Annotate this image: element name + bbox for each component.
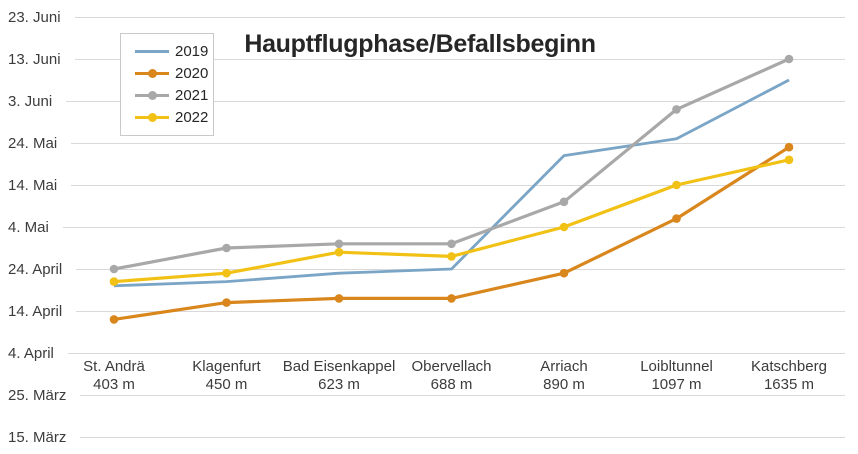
gridline (76, 310, 845, 312)
legend-item-2019: 2019 (135, 43, 213, 60)
gridline (71, 142, 845, 144)
y-tick-row: 25. März (8, 384, 845, 406)
x-category-st-andra: St. Andrä 403 m (54, 358, 174, 394)
station-name: St. Andrä (83, 358, 145, 375)
y-tick-label: 15. März (8, 428, 67, 446)
y-tick-label: 24. April (8, 260, 63, 278)
station-altitude: 890 m (543, 376, 585, 393)
gridline (74, 58, 845, 60)
series-marker-2021 (784, 54, 794, 64)
legend-marker-2022 (148, 113, 157, 122)
legend-line-sample-2021 (135, 91, 169, 100)
y-tick-row: 15. März (8, 426, 845, 448)
y-tick-row: 3. Juni (8, 90, 845, 112)
y-tick-label: 13. Juni (8, 50, 61, 68)
y-tick-label: 25. März (8, 386, 67, 404)
y-tick-row: 4. Mai (8, 216, 845, 238)
gridline (66, 100, 845, 102)
gridline (80, 394, 845, 396)
series-line-2021 (113, 57, 790, 271)
station-name: Klagenfurt (192, 358, 261, 375)
series-marker-2020 (672, 214, 681, 223)
station-altitude: 403 m (93, 376, 135, 393)
y-tick-row: 14. Mai (8, 174, 845, 196)
x-category-katschberg: Katschberg 1635 m (729, 358, 849, 394)
legend-label: 2022 (175, 109, 209, 126)
series-marker-2021 (447, 239, 456, 249)
series-marker-2022 (559, 222, 569, 232)
y-tick-row: 4. April (8, 342, 845, 364)
y-tick-label: 24. Mai (8, 134, 58, 152)
x-category-klagenfurt: Klagenfurt 450 m (167, 358, 287, 394)
series-marker-2022 (672, 180, 681, 190)
y-tick-row: 24. April (8, 258, 845, 280)
gridline (62, 226, 845, 228)
chart-title: Hauptflugphase/Befallsbeginn (244, 30, 596, 58)
station-name: Bad Eisenkappel (282, 358, 396, 375)
station-name: Arriach (540, 358, 588, 375)
legend-item-2022: 2022 (135, 109, 213, 126)
series-line-2019 (113, 78, 790, 288)
series-marker-2021 (222, 243, 231, 253)
legend: 2019 2020 2021 2022 (120, 33, 214, 136)
legend-line-sample-2022 (135, 113, 169, 122)
x-category-bad-eisenkappel: Bad Eisenkappel 623 m (279, 358, 399, 394)
series-line-2022 (113, 158, 790, 284)
series-marker-2020 (222, 298, 231, 307)
y-tick-row: 23. Juni (8, 6, 845, 28)
y-tick-row: 24. Mai (8, 132, 845, 154)
gridline (67, 352, 845, 354)
y-tick-label: 14. Mai (8, 176, 58, 194)
series-marker-2021 (334, 239, 344, 249)
station-name: Loibltunnel (640, 358, 713, 375)
y-tick-label: 3. Juni (8, 92, 53, 110)
series-line-2020 (113, 145, 790, 321)
legend-line-sample-2020 (135, 69, 169, 78)
series-marker-2020 (447, 294, 456, 303)
y-tick-row: 14. April (8, 300, 845, 322)
x-category-arriach: Arriach 890 m (504, 358, 624, 394)
legend-item-2021: 2021 (135, 87, 213, 104)
series-marker-2022 (334, 247, 344, 257)
y-tick-label: 4. April (8, 344, 54, 362)
y-tick-label: 4. Mai (8, 218, 49, 236)
legend-label: 2020 (175, 65, 209, 82)
series-marker-2022 (447, 252, 456, 261)
series-marker-2021 (559, 197, 569, 207)
legend-line-sample-2019 (135, 50, 169, 53)
gridline (71, 184, 845, 186)
station-name: Katschberg (751, 358, 827, 375)
x-category-obervellach: Obervellach 688 m (392, 358, 512, 394)
series-marker-2020 (559, 268, 569, 278)
station-altitude: 623 m (318, 376, 360, 393)
station-altitude: 688 m (430, 376, 473, 393)
series-marker-2022 (109, 277, 119, 286)
gridline (76, 268, 845, 270)
y-tick-label: 23. Juni (8, 8, 61, 26)
series-marker-2020 (334, 294, 344, 303)
legend-marker-2020 (148, 69, 157, 78)
x-category-loibltunnel: Loibltunnel 1097 m (617, 358, 737, 394)
legend-marker-2021 (148, 91, 157, 100)
legend-label: 2019 (175, 43, 209, 60)
station-altitude: 1097 m (651, 376, 702, 393)
series-marker-2021 (109, 264, 119, 274)
series-marker-2020 (784, 142, 794, 152)
series-marker-2022 (222, 268, 231, 278)
series-marker-2022 (784, 155, 794, 165)
station-name: Obervellach (411, 358, 492, 375)
gridline (80, 436, 845, 438)
station-altitude: 1635 m (763, 376, 815, 393)
series-marker-2020 (109, 315, 119, 324)
y-tick-label: 14. April (8, 302, 63, 320)
station-altitude: 450 m (205, 376, 248, 393)
series-marker-2021 (672, 105, 681, 114)
gridline (74, 16, 845, 18)
legend-item-2020: 2020 (135, 65, 213, 82)
legend-label: 2021 (175, 87, 209, 104)
y-tick-row: 13. Juni (8, 48, 845, 70)
